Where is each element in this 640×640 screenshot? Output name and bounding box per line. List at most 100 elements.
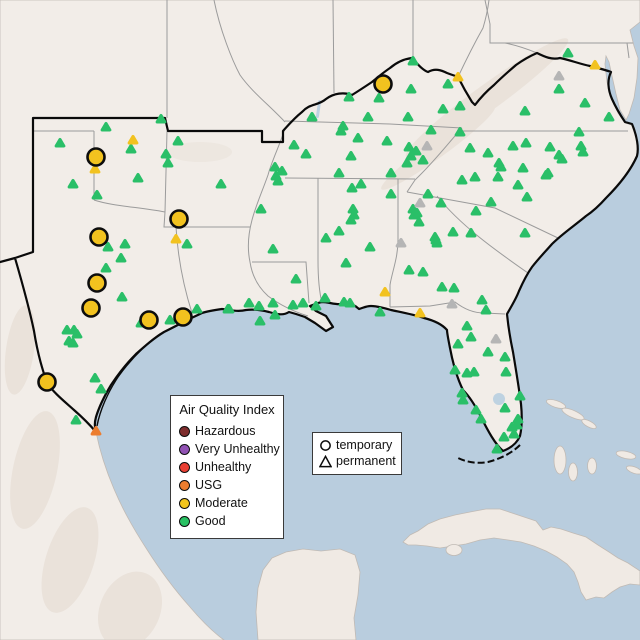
permanent-station-marker-moderate[interactable]: [170, 233, 182, 244]
permanent-station-marker-good[interactable]: [475, 413, 487, 424]
permanent-station-marker-good[interactable]: [520, 137, 532, 148]
permanent-station-marker-good[interactable]: [482, 147, 494, 158]
permanent-station-marker-good[interactable]: [181, 238, 193, 249]
permanent-station-marker-good[interactable]: [255, 203, 267, 214]
permanent-station-marker-good[interactable]: [100, 121, 112, 132]
permanent-station-marker-good[interactable]: [172, 135, 184, 146]
permanent-station-marker-good[interactable]: [492, 171, 504, 182]
permanent-station-marker-good[interactable]: [132, 172, 144, 183]
permanent-station-marker-good[interactable]: [374, 306, 386, 317]
permanent-station-marker-good[interactable]: [115, 252, 127, 263]
permanent-station-marker-good[interactable]: [223, 303, 235, 314]
permanent-station-marker-good[interactable]: [89, 372, 101, 383]
permanent-station-marker-good[interactable]: [215, 178, 227, 189]
permanent-station-marker-moderate[interactable]: [452, 71, 464, 82]
permanent-station-marker-good[interactable]: [469, 171, 481, 182]
permanent-station-marker-good[interactable]: [461, 320, 473, 331]
permanent-station-marker-good[interactable]: [102, 241, 114, 252]
permanent-station-marker-good[interactable]: [417, 266, 429, 277]
permanent-station-marker-good[interactable]: [54, 137, 66, 148]
permanent-station-marker-good[interactable]: [480, 304, 492, 315]
permanent-station-marker-good[interactable]: [340, 257, 352, 268]
permanent-station-marker-good[interactable]: [95, 383, 107, 394]
permanent-station-marker-good[interactable]: [287, 299, 299, 310]
permanent-station-marker-good[interactable]: [435, 197, 447, 208]
temporary-station-marker-moderate[interactable]: [169, 209, 189, 229]
permanent-station-marker-good[interactable]: [333, 225, 345, 236]
permanent-station-marker-good[interactable]: [405, 83, 417, 94]
permanent-station-marker-no_data[interactable]: [395, 237, 407, 248]
permanent-station-marker-good[interactable]: [485, 196, 497, 207]
permanent-station-marker-good[interactable]: [67, 337, 79, 348]
permanent-station-marker-good[interactable]: [70, 414, 82, 425]
permanent-station-marker-good[interactable]: [67, 178, 79, 189]
permanent-station-marker-good[interactable]: [508, 428, 520, 439]
permanent-station-marker-good[interactable]: [364, 241, 376, 252]
permanent-station-marker-good[interactable]: [269, 309, 281, 320]
temporary-station-marker-moderate[interactable]: [37, 372, 57, 392]
permanent-station-marker-good[interactable]: [403, 141, 415, 152]
permanent-station-marker-no_data[interactable]: [414, 197, 426, 208]
permanent-station-marker-good[interactable]: [272, 175, 284, 186]
permanent-station-marker-good[interactable]: [164, 314, 176, 325]
permanent-station-marker-good[interactable]: [345, 214, 357, 225]
permanent-station-marker-good[interactable]: [71, 328, 83, 339]
permanent-station-marker-good[interactable]: [521, 191, 533, 202]
permanent-station-marker-good[interactable]: [408, 209, 420, 220]
permanent-station-marker-good[interactable]: [507, 140, 519, 151]
permanent-station-marker-good[interactable]: [290, 273, 302, 284]
permanent-station-marker-good[interactable]: [269, 161, 281, 172]
permanent-station-marker-good[interactable]: [162, 157, 174, 168]
permanent-station-marker-good[interactable]: [267, 297, 279, 308]
permanent-station-marker-good[interactable]: [519, 227, 531, 238]
permanent-station-marker-good[interactable]: [556, 153, 568, 164]
temporary-station-marker-moderate[interactable]: [86, 147, 106, 167]
permanent-station-marker-good[interactable]: [345, 150, 357, 161]
permanent-station-marker-good[interactable]: [579, 97, 591, 108]
permanent-station-marker-good[interactable]: [344, 297, 356, 308]
permanent-station-marker-good[interactable]: [449, 364, 461, 375]
permanent-station-marker-good[interactable]: [519, 105, 531, 116]
permanent-station-marker-good[interactable]: [116, 291, 128, 302]
permanent-station-marker-good[interactable]: [155, 113, 167, 124]
temporary-station-marker-moderate[interactable]: [89, 227, 109, 247]
permanent-station-marker-good[interactable]: [381, 135, 393, 146]
permanent-station-marker-good[interactable]: [119, 238, 131, 249]
permanent-station-marker-good[interactable]: [448, 282, 460, 293]
temporary-station-marker-moderate[interactable]: [173, 307, 193, 327]
permanent-station-marker-good[interactable]: [470, 404, 482, 415]
permanent-station-marker-good[interactable]: [310, 300, 322, 311]
permanent-station-marker-good[interactable]: [425, 124, 437, 135]
permanent-station-marker-good[interactable]: [506, 421, 518, 432]
permanent-station-marker-good[interactable]: [573, 126, 585, 137]
permanent-station-marker-good[interactable]: [452, 338, 464, 349]
permanent-station-marker-good[interactable]: [553, 83, 565, 94]
permanent-station-marker-good[interactable]: [422, 188, 434, 199]
permanent-station-marker-good[interactable]: [447, 226, 459, 237]
permanent-station-marker-good[interactable]: [335, 125, 347, 136]
permanent-station-marker-good[interactable]: [491, 443, 503, 454]
permanent-station-marker-good[interactable]: [343, 91, 355, 102]
permanent-station-marker-good[interactable]: [464, 142, 476, 153]
permanent-station-marker-good[interactable]: [297, 297, 309, 308]
temporary-station-marker-moderate[interactable]: [139, 310, 159, 330]
permanent-station-marker-no_data[interactable]: [446, 298, 458, 309]
permanent-station-marker-no_data[interactable]: [490, 333, 502, 344]
permanent-station-marker-good[interactable]: [373, 92, 385, 103]
permanent-station-marker-good[interactable]: [91, 189, 103, 200]
permanent-station-marker-good[interactable]: [253, 300, 265, 311]
permanent-station-marker-moderate[interactable]: [127, 134, 139, 145]
permanent-station-marker-good[interactable]: [407, 55, 419, 66]
permanent-station-marker-good[interactable]: [500, 366, 512, 377]
permanent-station-marker-good[interactable]: [385, 188, 397, 199]
permanent-station-marker-good[interactable]: [61, 324, 73, 335]
permanent-station-marker-good[interactable]: [355, 178, 367, 189]
permanent-station-marker-good[interactable]: [191, 303, 203, 314]
permanent-station-marker-good[interactable]: [517, 162, 529, 173]
permanent-station-marker-good[interactable]: [401, 157, 413, 168]
permanent-station-marker-good[interactable]: [476, 294, 488, 305]
permanent-station-marker-good[interactable]: [577, 146, 589, 157]
permanent-station-marker-good[interactable]: [362, 111, 374, 122]
permanent-station-marker-good[interactable]: [454, 126, 466, 137]
permanent-station-marker-good[interactable]: [276, 165, 288, 176]
